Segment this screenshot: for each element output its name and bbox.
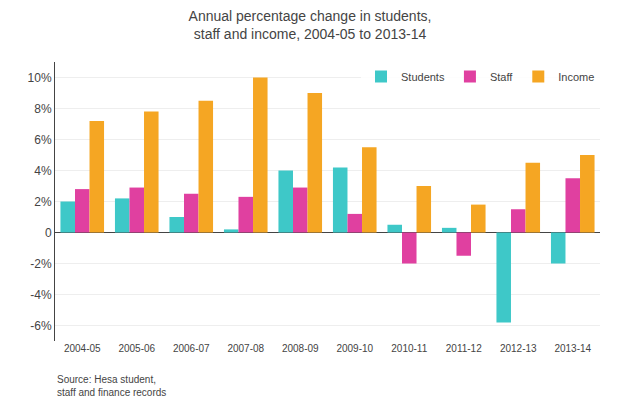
svg-text:-4%: -4% — [30, 288, 52, 302]
svg-text:Annual percentage change in st: Annual percentage change in students,sta… — [189, 8, 432, 42]
svg-text:Staff: Staff — [490, 71, 513, 83]
svg-text:2010-11: 2010-11 — [391, 343, 427, 354]
svg-text:Students: Students — [401, 71, 445, 83]
svg-text:2007-08: 2007-08 — [227, 343, 264, 354]
svg-text:-6%: -6% — [30, 319, 52, 333]
svg-text:2013-14: 2013-14 — [554, 343, 591, 354]
svg-text:2005-06: 2005-06 — [118, 343, 155, 354]
svg-text:2%: 2% — [34, 195, 52, 209]
svg-text:4%: 4% — [34, 164, 52, 178]
svg-text:6%: 6% — [34, 133, 52, 147]
svg-text:2009-10: 2009-10 — [336, 343, 373, 354]
svg-text:2004-05: 2004-05 — [64, 343, 101, 354]
svg-text:2012-13: 2012-13 — [500, 343, 537, 354]
svg-text:2006-07: 2006-07 — [173, 343, 210, 354]
svg-text:Source: Hesa student,staff and: Source: Hesa student,staff and finance r… — [57, 374, 166, 398]
svg-text:Income: Income — [558, 71, 594, 83]
svg-text:-2%: -2% — [30, 257, 52, 271]
svg-text:2011-12: 2011-12 — [446, 343, 482, 354]
svg-text:0: 0 — [45, 226, 52, 240]
svg-text:10%: 10% — [28, 71, 52, 85]
svg-text:8%: 8% — [34, 102, 52, 116]
svg-text:2008-09: 2008-09 — [282, 343, 319, 354]
